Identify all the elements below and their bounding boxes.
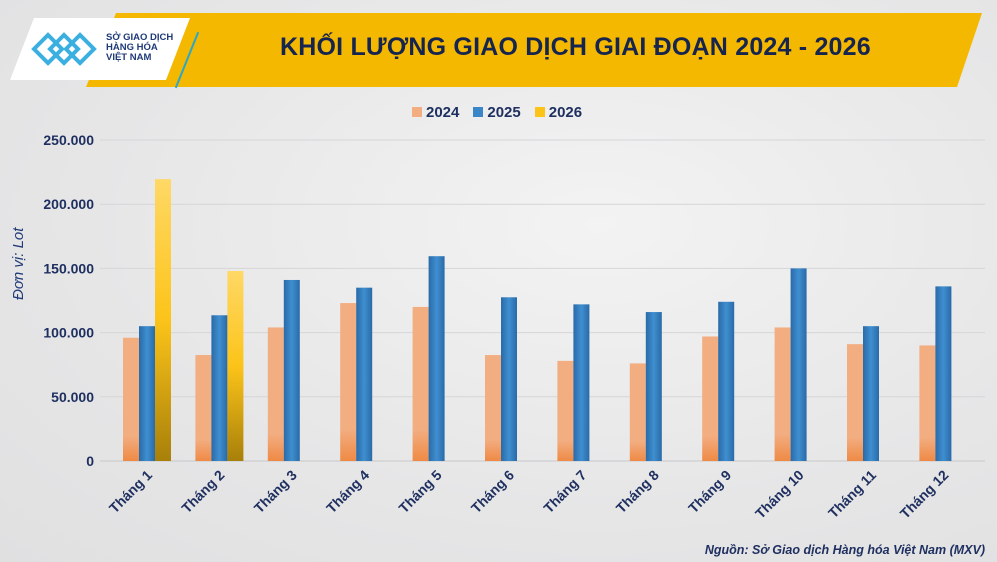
bar-2025-9 [718,301,735,461]
bar-2024-4 [340,303,357,461]
bar-2024-3 [267,327,284,461]
legend-label: 2024 [426,104,460,121]
y-tick-label: 150.000 [43,260,94,276]
bar-2025-1 [139,326,155,461]
y-tick-label: 0 [86,453,94,469]
bar-2026-1 [155,179,171,462]
bar-2025-11 [863,326,879,461]
legend-label: 2025 [487,104,521,121]
source-note: Nguồn: Sở Giao dịch Hàng hóa Việt Nam (M… [704,543,985,557]
bar-2025-12 [935,286,952,461]
legend-label: 2026 [548,104,583,121]
x-tick-label: Tháng 2 [178,467,227,516]
bar-2025-5 [428,256,445,461]
legend-item-2026: 2026 [534,104,583,121]
bar-2025-10 [790,268,807,461]
x-tick-label: Tháng 12 [897,467,952,522]
bar-2024-2 [195,355,212,461]
legend-item-2025: 2025 [473,104,521,121]
bar-2024-9 [702,336,719,461]
y-tick-label: 100.000 [43,325,94,341]
bar-2025-6 [501,297,517,461]
x-tick-label: Tháng 1 [106,467,155,516]
x-tick-label: Tháng 7 [540,467,589,516]
logo-line-3: VIỆT NAM [106,52,152,63]
bar-2024-8 [629,363,646,461]
bar-2025-2 [211,315,228,461]
bar-2024-12 [919,345,936,461]
bar-2026-2 [227,270,244,461]
bar-2025-8 [645,312,662,461]
bar-2024-1 [123,337,139,461]
x-tick-label: Tháng 8 [613,467,662,516]
y-tick-label: 250.000 [43,132,94,148]
bar-2025-3 [283,279,300,461]
x-tick-label: Tháng 6 [468,467,517,516]
logo-text: SỞ GIAO DỊCH HÀNG HÓA VIỆT NAM [106,33,173,63]
logo-card [10,18,190,80]
title-banner [86,13,982,87]
bar-2024-5 [412,306,429,461]
legend-item-2024: 2024 [412,104,459,121]
legend: 2024 2025 2026 [412,104,582,121]
x-tick-label: Tháng 9 [685,467,734,516]
x-tick-label: Tháng 11 [825,467,879,521]
x-tick-label: Tháng 5 [395,467,444,516]
y-tick-label: 200.000 [43,196,94,212]
bar-2024-7 [557,360,574,461]
x-tick-label: Tháng 4 [323,467,372,516]
mxv-logo-icon [31,32,97,66]
bar-2025-4 [356,287,373,461]
bar-2024-6 [485,355,501,461]
logo-line-2: HÀNG HÓA [106,42,158,53]
bar-2025-7 [573,304,590,461]
bar-2024-10 [774,327,791,461]
x-tick-label: Tháng 3 [251,467,300,516]
x-tick-label: Tháng 10 [752,467,807,522]
y-tick-label: 50.000 [51,389,94,405]
logo-line-1: SỞ GIAO DỊCH [106,32,174,43]
chart-title: KHỐI LƯỢNG GIAO DỊCH GIAI ĐOẠN 2024 - 20… [280,33,871,61]
bar-2024-11 [847,344,863,461]
